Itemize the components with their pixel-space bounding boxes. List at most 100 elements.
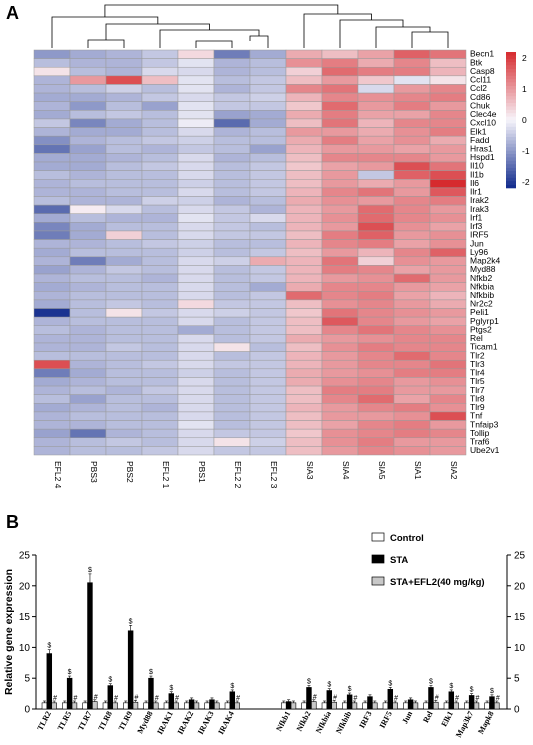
bar-control bbox=[321, 702, 328, 710]
heatmap-cell bbox=[141, 342, 179, 352]
heatmap-cell bbox=[33, 428, 71, 439]
scale-step bbox=[506, 69, 516, 73]
dendrogram-link bbox=[375, 26, 431, 48]
bar-sta bbox=[87, 582, 93, 710]
x-category-label: Mapk8 bbox=[476, 710, 495, 736]
legend-swatch bbox=[371, 576, 385, 586]
heatmap-cell bbox=[429, 411, 467, 421]
heatmap-cell bbox=[177, 118, 215, 128]
scale-step bbox=[506, 133, 516, 138]
heatmap-cell bbox=[177, 308, 215, 318]
heatmap-cell bbox=[69, 230, 107, 240]
heatmap-cell bbox=[357, 368, 395, 378]
dendrogram-link bbox=[249, 35, 269, 48]
heatmap-cell bbox=[285, 247, 323, 258]
heatmap-cell bbox=[105, 101, 143, 111]
heatmap-cell bbox=[105, 446, 143, 456]
efl-significance-mark: # bbox=[94, 694, 98, 701]
heatmap-cell bbox=[213, 334, 251, 344]
heatmap-cell bbox=[213, 196, 251, 206]
bar-sta bbox=[468, 695, 475, 710]
bar-sta-efl2-40-mg-kg bbox=[433, 701, 439, 710]
gene-label: Irf3 bbox=[470, 221, 483, 231]
bar-sta bbox=[489, 696, 495, 710]
gene-label: Hras1 bbox=[470, 144, 493, 154]
heatmap-cell bbox=[321, 291, 359, 301]
heatmap-cell bbox=[249, 110, 287, 120]
bar-sta bbox=[46, 653, 53, 710]
efl-significance-mark: # bbox=[236, 695, 240, 702]
heatmap-cell bbox=[357, 153, 395, 163]
bar-sta bbox=[168, 693, 175, 710]
sta-significance-mark: $ bbox=[47, 643, 51, 650]
gene-label: Il1b bbox=[470, 169, 484, 179]
y-tick-label-left: 15 bbox=[19, 612, 31, 623]
scale-step bbox=[506, 164, 516, 168]
scale-step bbox=[506, 171, 516, 175]
x-category-label: IRAK4 bbox=[216, 710, 236, 736]
scale-step bbox=[506, 143, 516, 148]
scale-step bbox=[506, 116, 516, 121]
heatmap-cell bbox=[105, 428, 143, 439]
scale-step bbox=[506, 150, 516, 155]
gene-label: Il10 bbox=[470, 161, 484, 171]
sta-significance-mark: $ bbox=[490, 688, 494, 695]
x-category-label: IRF5 bbox=[378, 710, 394, 730]
scale-step bbox=[506, 109, 516, 114]
heatmap-cell bbox=[249, 420, 287, 430]
heatmap-cell bbox=[177, 385, 215, 395]
heatmap-cell bbox=[213, 446, 251, 456]
heatmap-cell bbox=[249, 196, 287, 206]
gene-labels: Becn1BtkCasp8Ccl11Ccl2Cd86ChukClec4eCxcl… bbox=[470, 49, 501, 455]
gene-label: Tlr2 bbox=[470, 350, 485, 360]
heatmap-cell bbox=[33, 437, 71, 447]
heatmap-cell bbox=[285, 342, 323, 352]
heatmap-cell bbox=[321, 230, 359, 240]
heatmap-cell bbox=[177, 377, 215, 387]
heatmap-cell bbox=[321, 161, 359, 171]
heatmap-cell bbox=[321, 179, 359, 189]
heatmap-cell bbox=[213, 428, 251, 439]
heatmap-cell bbox=[285, 256, 323, 266]
sample-label: PBS2 bbox=[125, 461, 135, 483]
bar-control bbox=[41, 702, 48, 710]
gene-label: Casp8 bbox=[470, 66, 495, 76]
scale-tick-label: -1 bbox=[522, 146, 530, 156]
bar-sta-efl2-40-mg-kg bbox=[453, 702, 459, 710]
heatmap-cell bbox=[429, 420, 467, 430]
heatmap-cell bbox=[69, 170, 107, 180]
heatmap-cell bbox=[33, 239, 71, 249]
bar-sta bbox=[107, 685, 114, 710]
heatmap-cell bbox=[177, 170, 215, 180]
heatmap-cell bbox=[429, 153, 467, 163]
heatmap-cell bbox=[213, 403, 251, 413]
heatmap-cell bbox=[33, 368, 71, 378]
gene-label: Tollip bbox=[470, 428, 490, 438]
bar-control bbox=[362, 702, 368, 710]
heatmap-cell bbox=[321, 204, 359, 214]
bar-sta bbox=[209, 699, 215, 710]
heatmap-cell bbox=[357, 377, 395, 387]
heatmap-cell bbox=[321, 299, 359, 309]
heatmap-cell bbox=[429, 161, 467, 171]
heatmap-cell bbox=[105, 316, 143, 326]
gene-label: Ube2v1 bbox=[470, 445, 500, 455]
heatmap-cell bbox=[33, 342, 71, 352]
heatmap-cell bbox=[177, 325, 215, 335]
heatmap-cell bbox=[321, 308, 359, 318]
heatmap-cell bbox=[141, 170, 179, 180]
heatmap-cell bbox=[69, 110, 107, 120]
heatmap-cell bbox=[141, 213, 179, 223]
gene-label: Tlr5 bbox=[470, 376, 485, 386]
efl-significance-mark: # bbox=[73, 695, 77, 702]
heatmap-cell bbox=[285, 403, 323, 413]
y-tick-label-right: 25 bbox=[514, 551, 526, 562]
heatmap-cell bbox=[33, 282, 71, 292]
heatmap-cell bbox=[177, 291, 215, 301]
heatmap-cell bbox=[69, 291, 107, 301]
heatmap-cell bbox=[213, 204, 251, 214]
heatmap-cell bbox=[249, 58, 287, 68]
heatmap-cell bbox=[249, 135, 287, 146]
heatmap-cell bbox=[249, 49, 287, 59]
heatmap-cell bbox=[141, 377, 179, 387]
